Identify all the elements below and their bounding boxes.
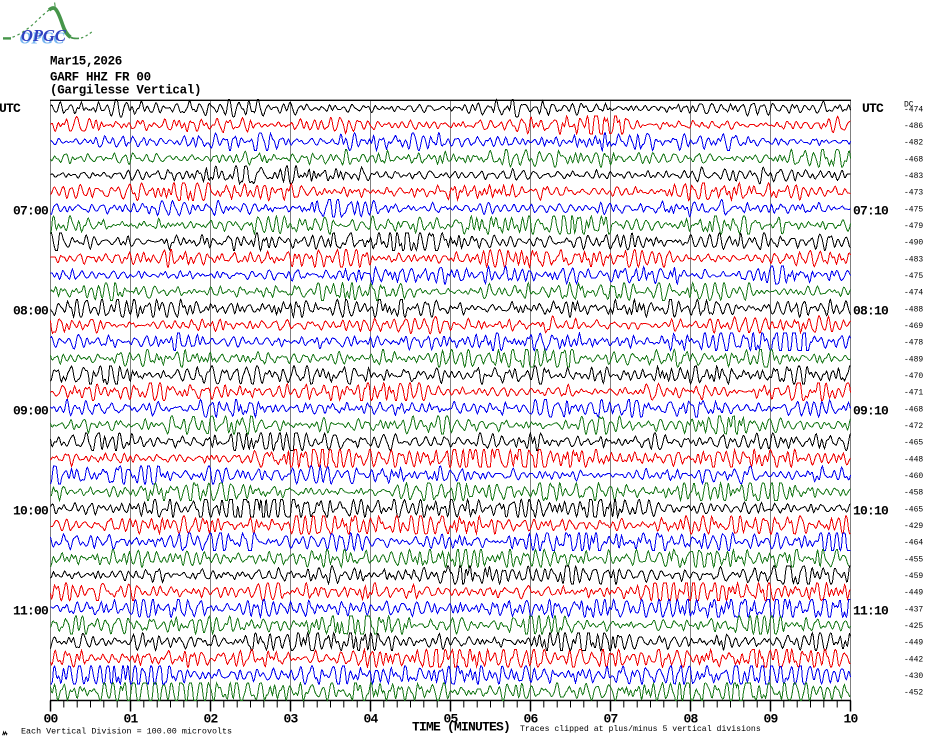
svg-text:-470: -470 [904, 372, 923, 381]
svg-text:03: 03 [283, 712, 298, 727]
svg-text:-475: -475 [904, 205, 923, 214]
svg-text:-458: -458 [904, 489, 923, 498]
svg-text:10:10: 10:10 [853, 503, 889, 518]
svg-text:-425: -425 [904, 622, 923, 631]
svg-text:(Gargilesse Vertical): (Gargilesse Vertical) [50, 84, 201, 98]
svg-text:-449: -449 [904, 589, 923, 598]
svg-text:-460: -460 [904, 472, 923, 481]
svg-text:-478: -478 [904, 339, 923, 348]
svg-text:09:00: 09:00 [13, 403, 49, 418]
svg-text:-468: -468 [904, 405, 923, 414]
svg-text:TIME (MINUTES): TIME (MINUTES) [412, 720, 510, 735]
svg-text:02: 02 [203, 712, 218, 727]
svg-text:-488: -488 [904, 305, 923, 314]
svg-text:08: 08 [683, 712, 698, 727]
svg-text:UTC: UTC [0, 101, 21, 116]
svg-text:-452: -452 [904, 689, 923, 698]
svg-text:07: 07 [603, 712, 617, 727]
svg-text:-465: -465 [904, 505, 923, 514]
svg-text:10:00: 10:00 [13, 503, 49, 518]
svg-text:07:00: 07:00 [13, 203, 49, 218]
svg-text:11:00: 11:00 [13, 603, 49, 618]
svg-text:GARF HHZ FR 00: GARF HHZ FR 00 [50, 71, 151, 85]
svg-text:-429: -429 [904, 522, 923, 531]
svg-text:Traces clipped at plus/minus 5: Traces clipped at plus/minus 5 vertical … [520, 724, 761, 734]
svg-text:-490: -490 [904, 239, 923, 248]
svg-text:-473: -473 [904, 189, 923, 198]
svg-text:Mar15,2026: Mar15,2026 [50, 55, 122, 69]
svg-text:-459: -459 [904, 572, 923, 581]
svg-text:-449: -449 [904, 639, 923, 648]
svg-text:Each Vertical Division = 100.: Each Vertical Division = 100.00 microvol… [21, 727, 232, 737]
svg-text:-465: -465 [904, 439, 923, 448]
svg-text:-483: -483 [904, 255, 923, 264]
svg-text:10: 10 [843, 712, 858, 727]
svg-text:-469: -469 [904, 322, 923, 331]
svg-text:-482: -482 [904, 139, 923, 148]
svg-text:09: 09 [763, 712, 778, 727]
svg-text:08:10: 08:10 [853, 303, 889, 318]
svg-text:07:10: 07:10 [853, 203, 889, 218]
svg-text:-471: -471 [904, 389, 923, 398]
svg-text:-442: -442 [904, 655, 923, 664]
svg-text:-468: -468 [904, 155, 923, 164]
svg-text:08:00: 08:00 [13, 303, 49, 318]
svg-text:-489: -489 [904, 355, 923, 364]
svg-text:-472: -472 [904, 422, 923, 431]
svg-text:-455: -455 [904, 555, 923, 564]
svg-text:05: 05 [443, 712, 458, 727]
svg-text:-479: -479 [904, 222, 923, 231]
svg-text:-475: -475 [904, 272, 923, 281]
svg-text:00: 00 [43, 712, 58, 727]
svg-text:01: 01 [123, 712, 138, 727]
svg-text:-448: -448 [904, 455, 923, 464]
svg-text:-474: -474 [904, 105, 923, 114]
svg-text:OPGC: OPGC [21, 26, 67, 45]
svg-text:-464: -464 [904, 539, 923, 548]
svg-text:-486: -486 [904, 122, 923, 131]
svg-text:-437: -437 [904, 605, 923, 614]
svg-text:04: 04 [363, 712, 378, 727]
svg-text:-483: -483 [904, 172, 923, 181]
svg-text:09:10: 09:10 [853, 403, 889, 418]
svg-text:06: 06 [523, 712, 538, 727]
svg-text:DC: DC [904, 101, 914, 110]
svg-text:11:10: 11:10 [853, 603, 889, 618]
svg-text:UTC: UTC [862, 101, 884, 116]
svg-text:-474: -474 [904, 289, 923, 298]
svg-text:-430: -430 [904, 672, 923, 681]
svg-text:OPGC: OPGC [20, 29, 66, 48]
